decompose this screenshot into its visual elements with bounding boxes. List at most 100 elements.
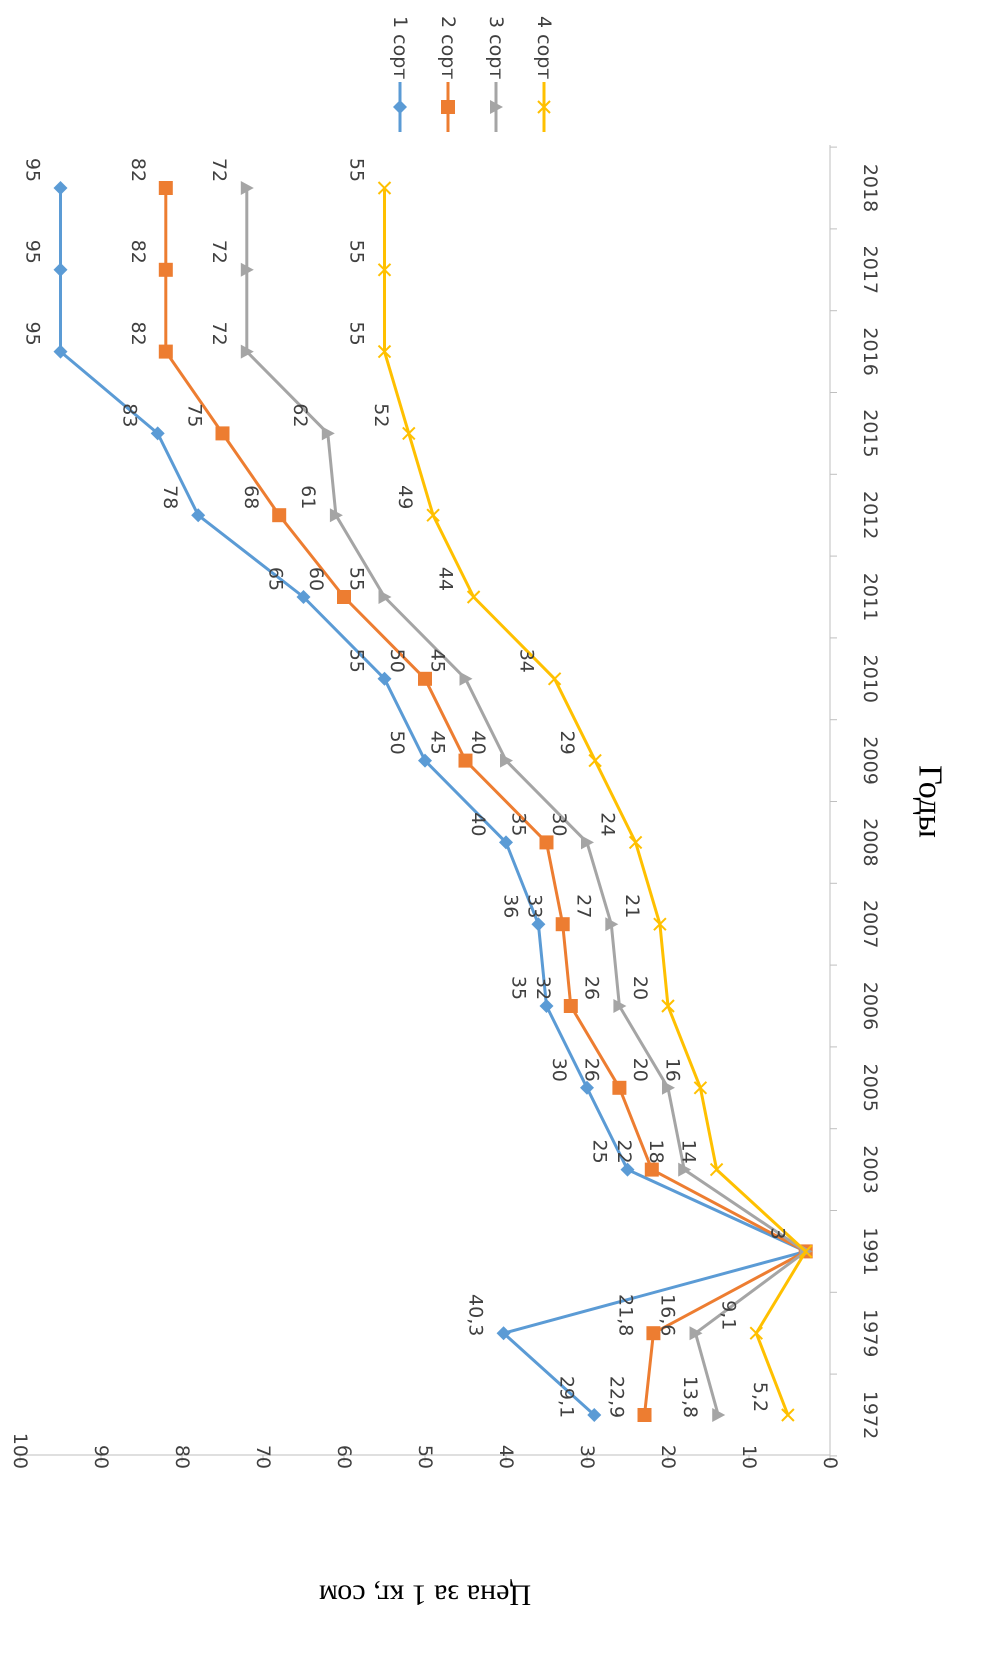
data-point: [620, 1162, 635, 1177]
series-line: [164, 188, 808, 1416]
data-label: 25: [589, 1140, 611, 1164]
data-label: 82: [127, 240, 149, 264]
data-label: 40,3: [465, 1294, 487, 1336]
data-label: 55: [346, 322, 368, 346]
data-label: 72: [208, 158, 230, 182]
data-label: 72: [208, 240, 230, 264]
data-point: [496, 1326, 511, 1341]
data-label: 24: [597, 812, 619, 836]
data-label: 32: [532, 976, 554, 1000]
data-label: 50: [386, 649, 408, 673]
data-point: [418, 671, 432, 686]
data-label: 20: [629, 976, 651, 1000]
data-label: 45: [427, 731, 449, 755]
category-tick-label: 2011: [859, 573, 881, 621]
value-tick-label: 70: [252, 1445, 274, 1469]
data-label: 27: [572, 894, 594, 918]
data-label: 95: [22, 240, 44, 264]
data-label: 55: [346, 158, 368, 182]
data-point: [53, 262, 68, 277]
category-tick-label: 2006: [859, 982, 881, 1030]
data-label: 21,8: [614, 1294, 636, 1336]
data-label: 95: [22, 322, 44, 346]
data-point: [296, 590, 311, 604]
category-tick-label: 1991: [859, 1227, 881, 1275]
data-point: [377, 181, 392, 195]
series-1: 29,1 40,3 3 25 30 35 36 40 50 55 65 78 83 95 95 95: [22, 158, 813, 1422]
data-point: [693, 1081, 708, 1095]
series-line: [245, 188, 808, 1416]
category-tick-label: 2018: [859, 164, 881, 212]
data-point: [150, 426, 165, 441]
data-label: 44: [435, 567, 457, 591]
legend-item-3: 3 сорт: [485, 16, 507, 132]
data-point: [240, 344, 254, 359]
data-point: [402, 426, 416, 441]
data-point: [378, 590, 392, 604]
data-point: [500, 753, 513, 768]
category-tick-label: 2015: [859, 409, 881, 457]
data-label: 29: [556, 731, 578, 755]
data-point: [377, 263, 392, 277]
category-tick-label: 2017: [859, 246, 881, 294]
data-label: 13,8: [679, 1376, 701, 1418]
data-label: 65: [265, 567, 287, 591]
legend: 1 сорт 2 сорт 3 сорт 4 сорт: [389, 16, 555, 132]
y-axis-title: Цена за 1 кг, сом: [319, 1579, 531, 1612]
legend-item-4: 4 сорт: [533, 16, 555, 132]
category-tick-label: 2008: [859, 818, 881, 866]
data-label: 9,1: [717, 1300, 739, 1330]
data-label: 82: [127, 322, 149, 346]
data-point: [612, 1080, 627, 1095]
data-point: [537, 100, 551, 114]
data-point: [555, 917, 570, 932]
data-point: [53, 181, 68, 195]
data-point: [426, 508, 440, 522]
data-point: [490, 100, 503, 114]
data-label: 83: [119, 403, 141, 427]
data-point: [377, 344, 392, 359]
data-label: 18: [645, 1140, 667, 1164]
value-tick-label: 60: [333, 1445, 355, 1469]
data-label: 30: [548, 1058, 570, 1082]
data-label: 30: [548, 812, 570, 836]
category-tick-label: 2010: [859, 655, 881, 703]
series-3: 13,8 16,6 3 18 20 26 27 30 40 45 55 61 62 72 72 72: [208, 158, 813, 1422]
data-label: 22,9: [606, 1376, 628, 1418]
data-label: 29,1: [555, 1376, 577, 1418]
category-tick-label: 2007: [859, 900, 881, 948]
data-point: [191, 508, 206, 523]
data-point: [628, 835, 643, 850]
series-4: 5,2 9,1 3 14 16 20 21 24 29 34 44 49 52 55 55 55: [346, 158, 813, 1422]
data-label: 40: [467, 812, 489, 836]
data-point: [393, 100, 407, 114]
data-label: 20: [629, 1058, 651, 1082]
data-point: [329, 508, 343, 523]
legend-item-2: 2 сорт: [437, 16, 459, 132]
value-tick-label: 20: [657, 1445, 679, 1469]
data-point: [637, 1408, 652, 1422]
data-point: [272, 508, 287, 523]
value-tick-label: 90: [90, 1445, 112, 1469]
data-label: 49: [394, 485, 416, 509]
data-point: [580, 1080, 594, 1095]
x-axis-title: Годы: [912, 765, 949, 838]
legend-label: 4 сорт: [533, 16, 555, 79]
data-point: [466, 590, 481, 604]
data-label: 45: [427, 649, 449, 673]
data-point: [749, 1326, 763, 1340]
data-label: 95: [22, 158, 44, 182]
legend-label: 2 сорт: [437, 16, 459, 79]
data-label: 55: [346, 240, 368, 264]
data-label: 21: [621, 894, 643, 918]
data-point: [689, 1326, 703, 1341]
category-tick-label: 2012: [859, 491, 881, 539]
data-point: [644, 1162, 659, 1177]
data-label: 78: [159, 485, 181, 509]
data-label: 40: [467, 731, 489, 755]
value-tick-label: 100: [9, 1433, 31, 1469]
series-layer: 29,140,332530353640505565788395959522,92…: [22, 158, 813, 1422]
data-point: [158, 181, 173, 195]
x-axis: 1972 1979 1991 2003 2005 2006 2007 2008 2009 2010…: [829, 145, 881, 1457]
